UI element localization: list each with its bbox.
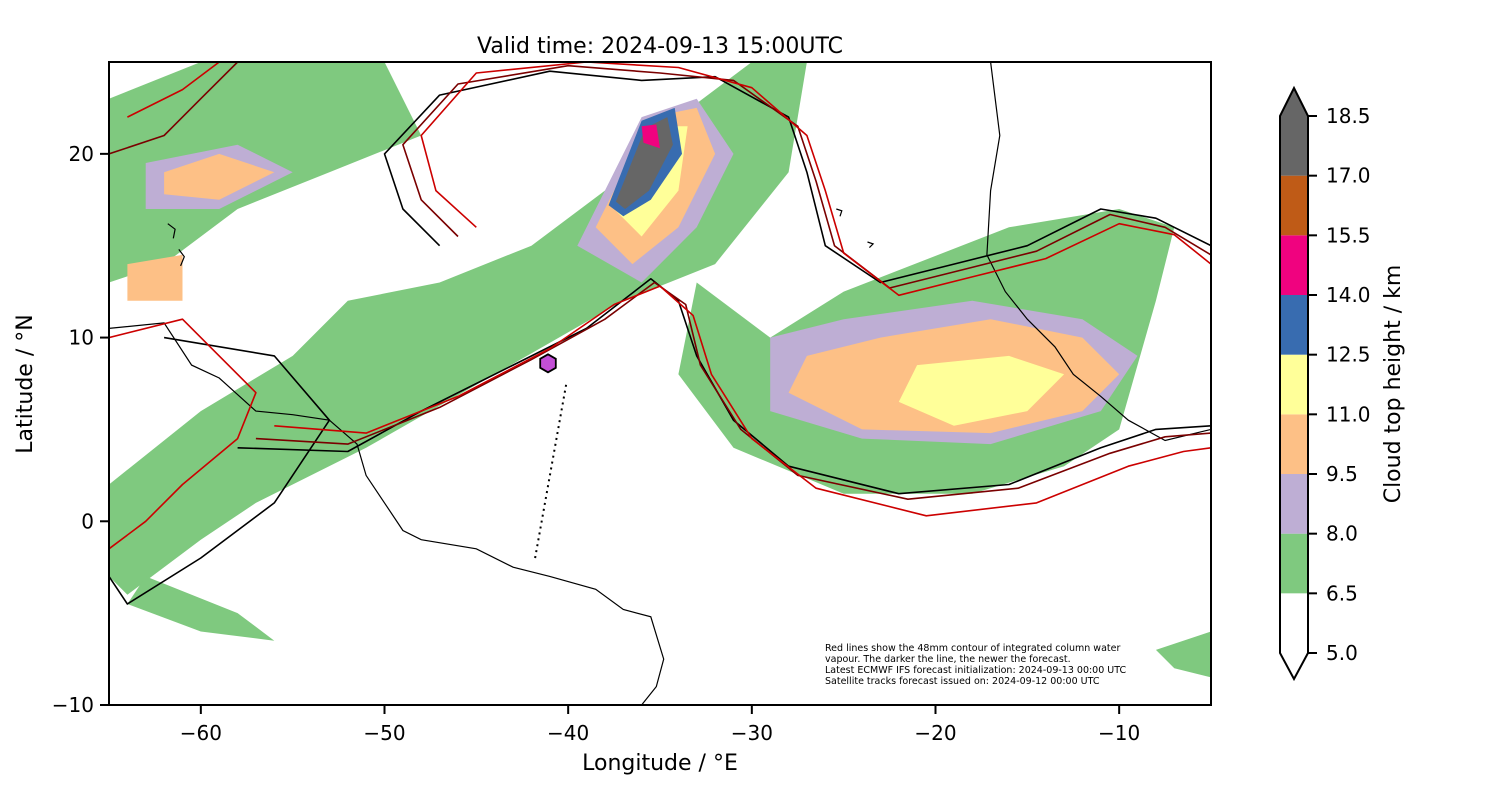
cloud-region-11km-13: [898, 355, 1065, 426]
colorbar-segment: [1280, 354, 1308, 415]
annotation-line-2: vapour. The darker the line, the newer t…: [825, 654, 1071, 665]
water-vapour-contour-layer: [109, 62, 1211, 605]
vapour-contour-5: [402, 64, 1211, 289]
marker-layer: [539, 353, 557, 374]
cloud-region-6-5km-4: [1155, 631, 1211, 678]
x-axis-ticks: −60 −50 −40 −30 −20 −10: [180, 705, 1140, 745]
colorbar-segment: [1280, 116, 1308, 176]
vapour-contour-3: [255, 281, 1211, 501]
hexagon-marker-icon: [539, 353, 557, 374]
coastline-0: [109, 322, 665, 705]
colorbar-segment: [1280, 295, 1308, 355]
vapour-contour-0: [109, 336, 331, 605]
x-tick-label: −50: [363, 721, 405, 745]
colorbar-segment: [1280, 474, 1308, 534]
colorbar-extend-low: [1280, 653, 1308, 679]
coastline-5: [178, 249, 185, 267]
map-axes: −60 −50 −40 −30 −20 −10 −10 0 10 20 Red lines sh…: [52, 61, 1212, 745]
y-axis-label: Latitude / °N: [13, 314, 38, 453]
vapour-contour-1: [237, 277, 1211, 495]
colorbar-extend-high: [1280, 88, 1308, 116]
colorbar-segment: [1280, 175, 1308, 236]
coastline-1: [986, 62, 1211, 442]
colorbar-tick-label: 18.5: [1326, 104, 1371, 128]
vapour-contour-2: [383, 70, 1211, 284]
coastline-4: [167, 223, 176, 239]
vapour-contour-7: [109, 318, 257, 550]
x-tick-label: −30: [731, 721, 773, 745]
colorbar-segment: [1280, 533, 1308, 594]
colorbar-tick-label: 15.5: [1326, 223, 1371, 247]
map-frame: [108, 61, 1212, 706]
x-tick-label: −40: [547, 721, 589, 745]
colorbar-tick-label: 9.5: [1326, 462, 1358, 486]
annotation-line-3: Latest ECMWF IFS forecast initialization…: [825, 665, 1126, 676]
y-tick-label: −10: [52, 693, 94, 717]
colorbar: 5.0 6.5 8.0 9.5 11.0 12.5 14.0 15.5 17.0 18.5: [1279, 85, 1371, 682]
coastline-layer: [109, 62, 1211, 705]
colorbar-segment: [1280, 593, 1308, 653]
colorbar-tick-label: 14.0: [1326, 283, 1371, 307]
x-tick-label: −20: [914, 721, 956, 745]
cloud-region-15-5km-16: [641, 124, 660, 149]
colorbar-label: Cloud top height / km: [1381, 265, 1406, 504]
x-tick-label: −60: [180, 721, 222, 745]
colorbar-segment: [1280, 414, 1308, 474]
coastline-2: [836, 208, 843, 217]
colorbar-tick-label: 8.0: [1326, 522, 1358, 546]
coastline-3: [867, 241, 875, 249]
cloud-region-9-5km-11: [127, 254, 183, 301]
y-tick-label: 10: [69, 326, 94, 350]
vapour-contour-6: [420, 62, 1211, 297]
vapour-contour-8: [109, 62, 239, 155]
x-axis-label: Longitude / °E: [582, 751, 738, 776]
plot-title: Valid time: 2024-09-13 15:00UTC: [477, 34, 843, 59]
y-tick-label: 20: [69, 142, 94, 166]
annotation-note: Red lines show the 48mm contour of integ…: [825, 643, 1129, 687]
cloud-region-6-5km-3: [127, 576, 275, 641]
vapour-contour-9: [127, 62, 220, 118]
cloud-region-9-5km-10: [164, 153, 275, 200]
colorbar-tick-label: 17.0: [1326, 164, 1371, 188]
colorbar-segment: [1280, 235, 1308, 295]
colorbar-tick-label: 6.5: [1326, 581, 1358, 605]
y-axis-ticks: −10 0 10 20: [52, 142, 109, 717]
colorbar-tick-label: 11.0: [1326, 402, 1371, 426]
x-tick-label: −10: [1098, 721, 1140, 745]
vapour-contour-4: [274, 285, 1211, 517]
cloud-top-height-layer: [109, 62, 1211, 678]
annotation-line-1: Red lines show the 48mm contour of integ…: [825, 643, 1120, 654]
y-tick-label: 0: [81, 509, 94, 533]
annotation-line-4: Satellite tracks forecast issued on: 202…: [825, 676, 1100, 687]
colorbar-tick-label: 12.5: [1326, 343, 1371, 367]
colorbar-tick-label: 5.0: [1326, 641, 1358, 665]
